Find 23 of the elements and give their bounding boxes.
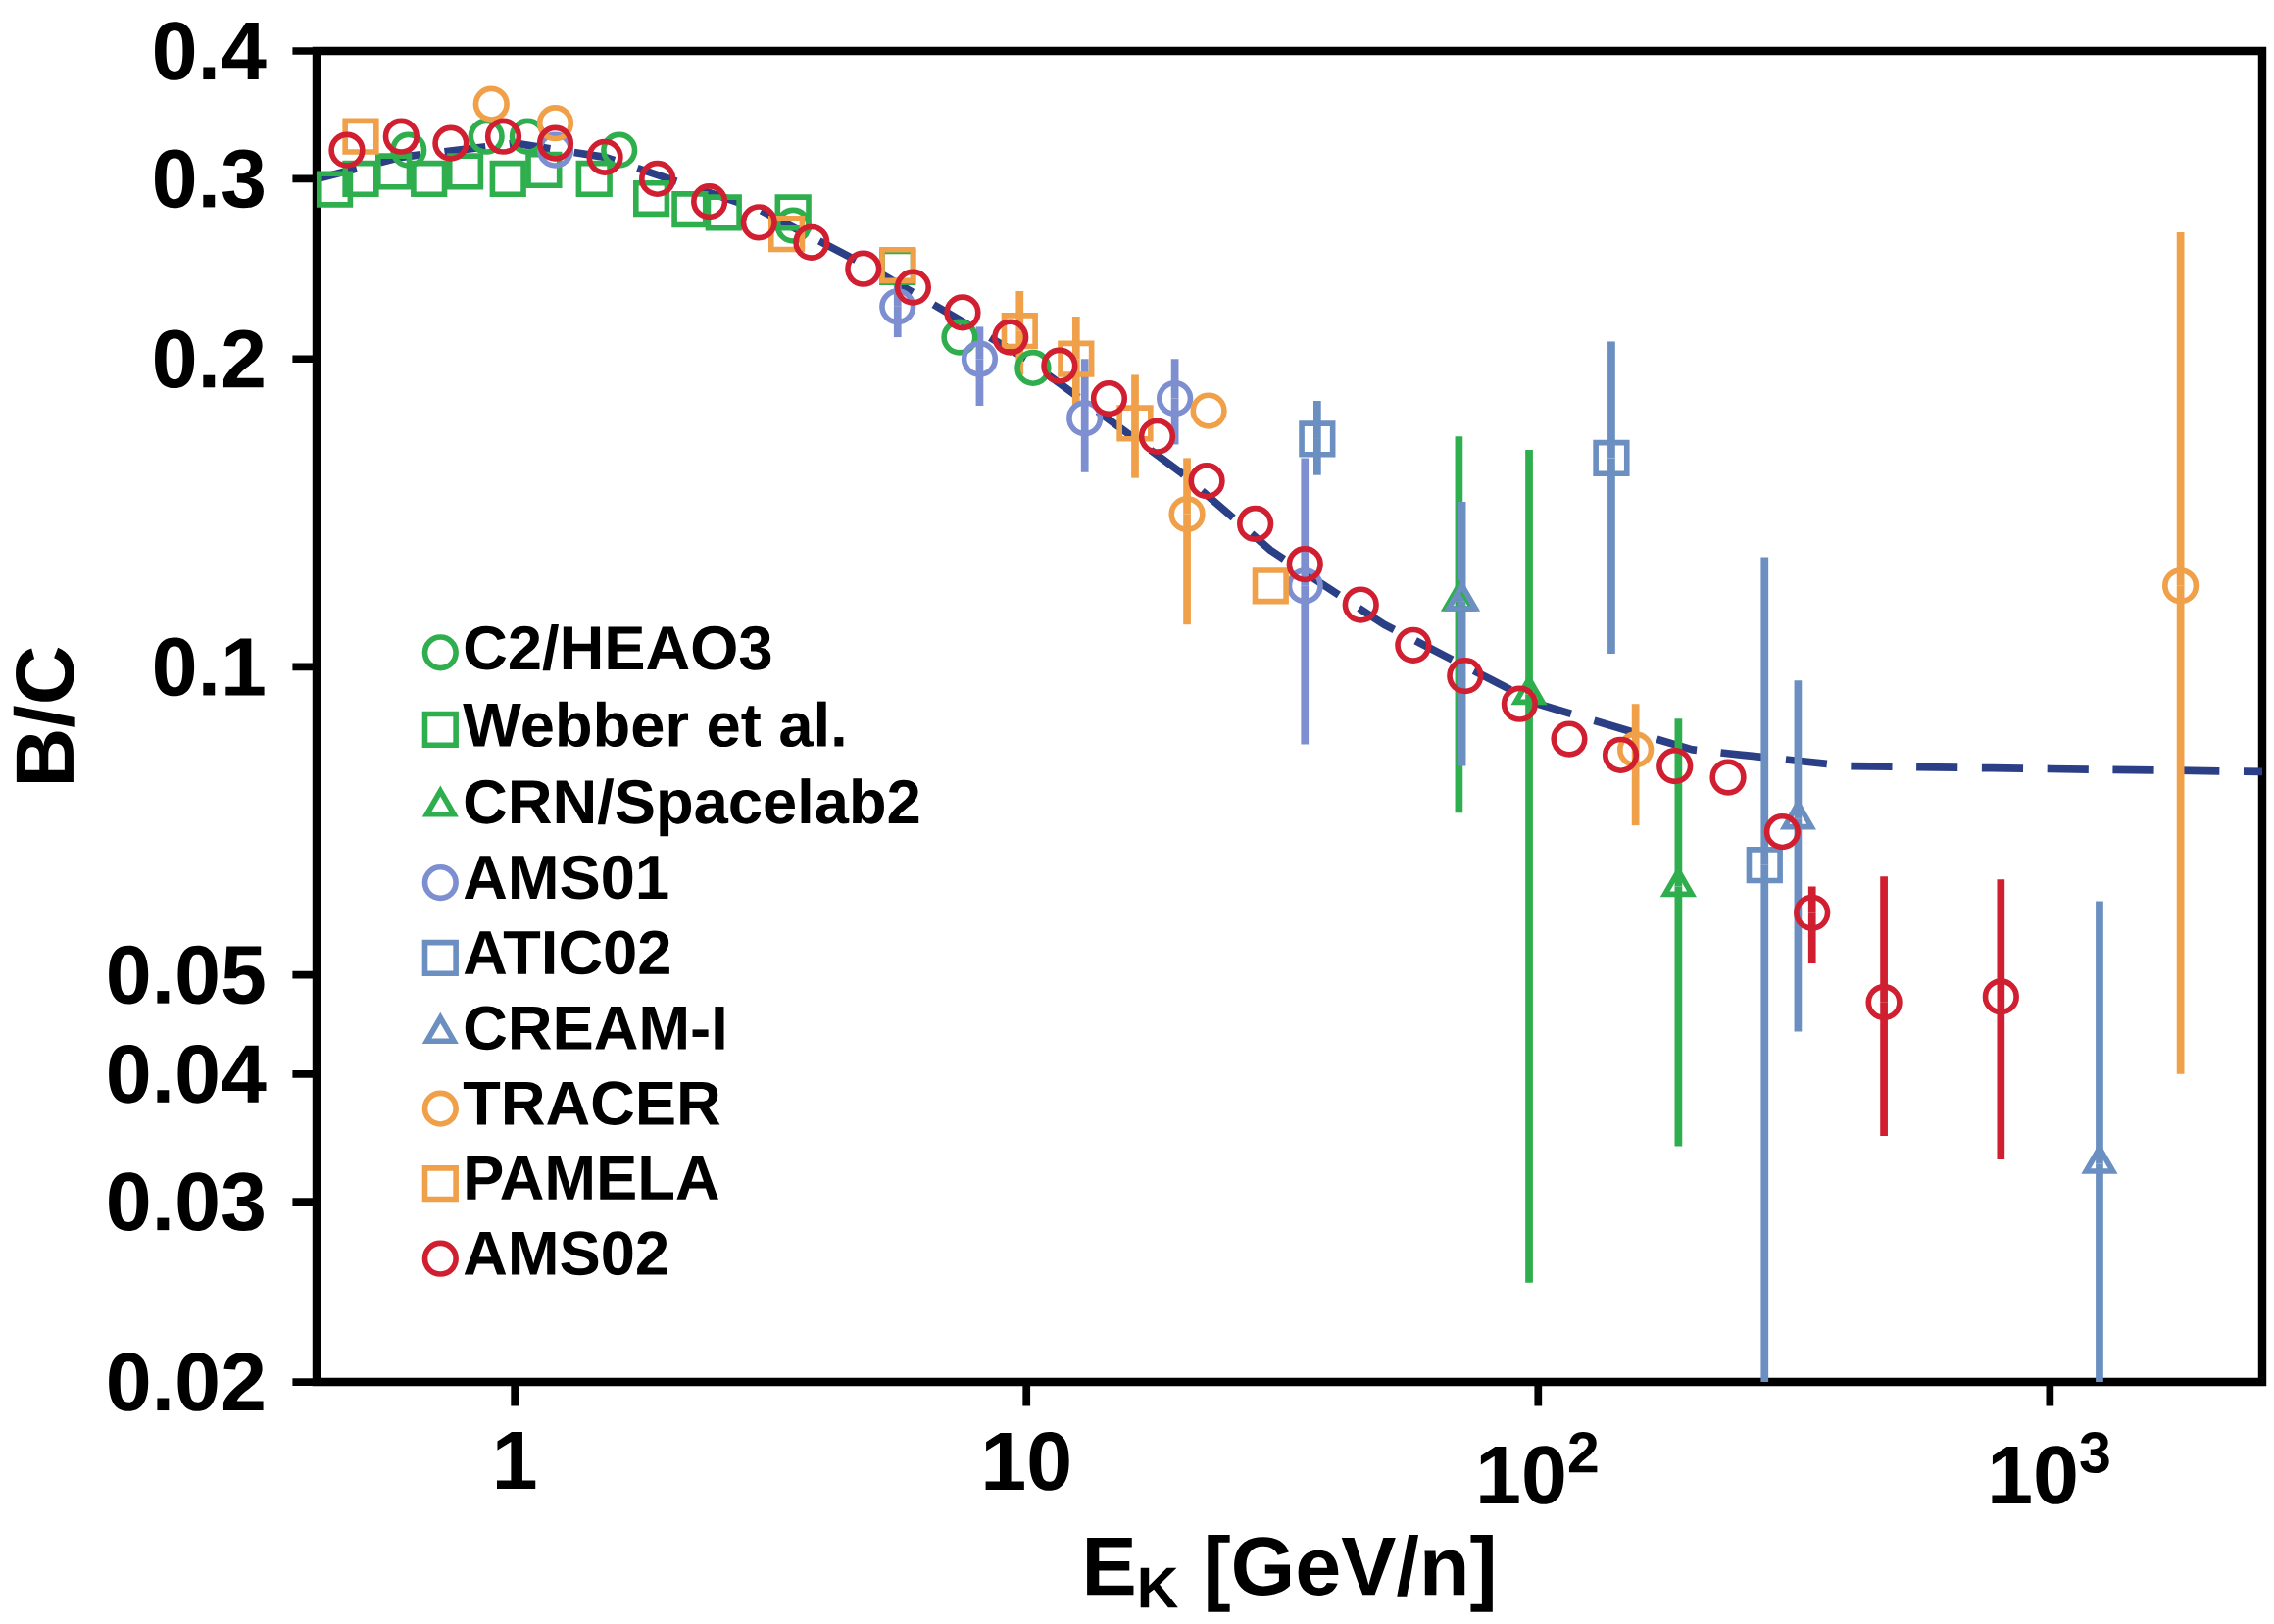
x-tick-label: 10$^{3}$ [1992, 1432, 2109, 1504]
x-tick-label: 10 [985, 1432, 1069, 1491]
y-tick-label: 0.2 [155, 329, 264, 389]
legend-label: AMS02 [464, 1231, 667, 1276]
legend-label: Webber et al. [463, 701, 844, 748]
y-tick-label: 0.05 [109, 945, 265, 1005]
x-tick-label: 1 [496, 1432, 536, 1490]
legend-label: C2/HEAO3 [465, 624, 771, 671]
y-tick-label: 0.1 [155, 637, 265, 697]
y-tick-label: 0.3 [155, 149, 264, 209]
legend-label: CRN/Spacelab2 [465, 778, 919, 837]
y-tick-label: 0.02 [109, 1353, 264, 1411]
legend-label: TRACER [463, 1081, 720, 1126]
x-tick-label: 10$^{2}$ [1480, 1432, 1598, 1504]
legend-label: ATIC02 [464, 930, 669, 975]
y-tick-label: 0.04 [109, 1044, 267, 1104]
y-tick-label: 0.03 [109, 1172, 264, 1232]
legend-label: PAMELA [467, 1156, 718, 1200]
y-tick-label: 0.4 [155, 22, 267, 80]
x-axis-title: E$_{K}$ [GeV/n] [1087, 1535, 1493, 1612]
y-axis-title: B/C [13, 647, 75, 783]
legend-label: CREAM-I [465, 1006, 724, 1051]
legend-label: AMS01 [464, 855, 668, 900]
